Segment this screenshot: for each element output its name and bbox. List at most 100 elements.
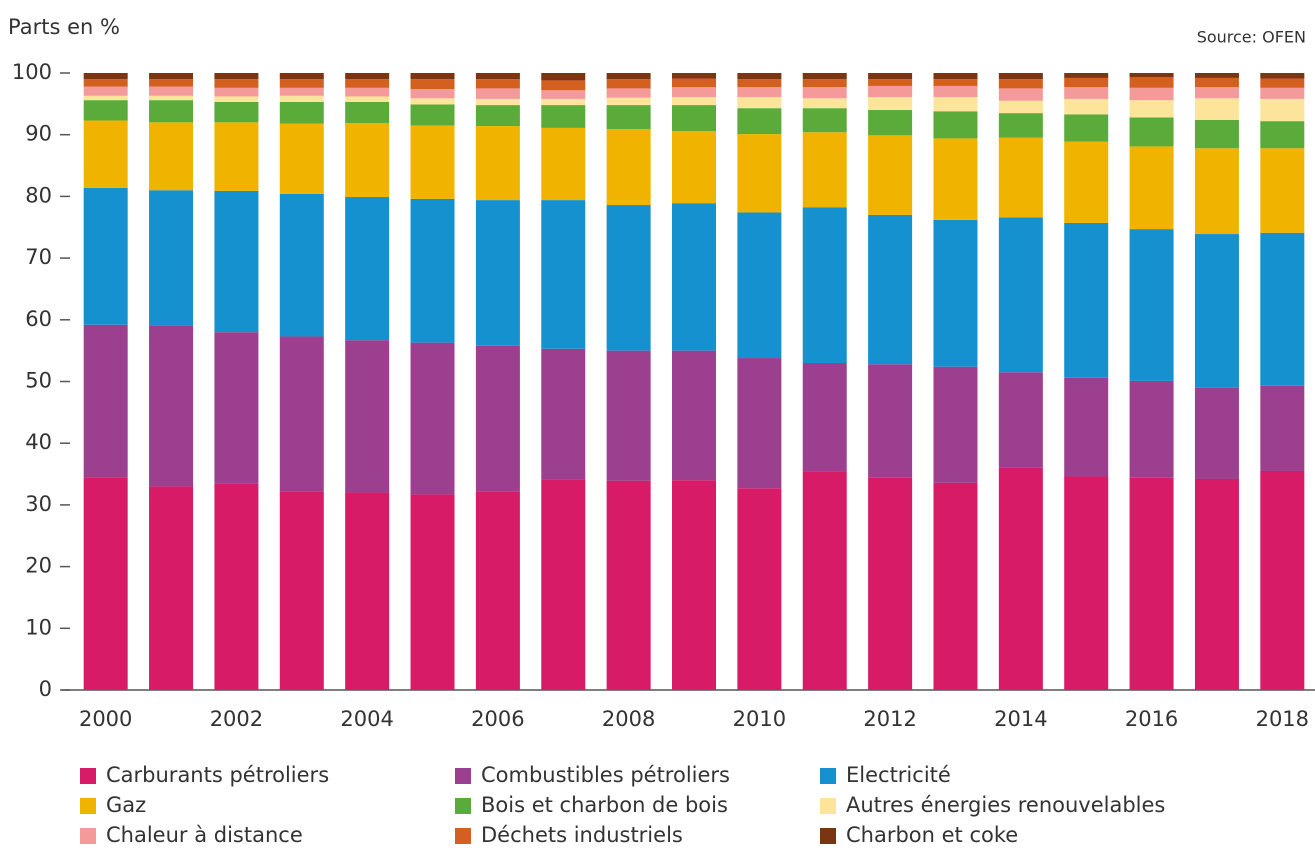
legend-swatch — [820, 828, 836, 844]
bar-segment — [410, 494, 455, 690]
bar-segment — [868, 214, 913, 365]
y-tick-label: 60 — [25, 307, 52, 331]
legend-label: Bois et charbon de bois — [481, 793, 728, 817]
bar-segment — [868, 135, 913, 215]
bar-segment — [802, 98, 847, 109]
y-tick-label: 80 — [25, 183, 52, 207]
bar-segment — [933, 85, 978, 98]
bar-segment — [933, 138, 978, 220]
bar-segment — [933, 111, 978, 139]
bar-segment — [998, 113, 1043, 138]
bar-segment — [606, 97, 651, 106]
bar-segment — [214, 79, 259, 88]
legend-swatch — [80, 768, 96, 784]
bar-segment — [606, 129, 651, 206]
bar-segment — [1260, 470, 1305, 690]
y-tick-label: 20 — [25, 554, 52, 578]
bar-segment — [737, 87, 782, 98]
bar-segment — [1194, 73, 1239, 78]
bar-segment — [475, 88, 520, 99]
bar-segment — [149, 73, 194, 80]
bar-segment — [475, 200, 520, 346]
bar-segment — [1129, 146, 1174, 230]
bar-segment — [1194, 87, 1239, 99]
bar-segment — [802, 132, 847, 208]
x-tick-label: 2010 — [733, 707, 786, 731]
bar-segment — [83, 120, 128, 188]
bar-segment — [1064, 377, 1109, 477]
bar-segment — [933, 73, 978, 80]
y-tick-label: 70 — [25, 245, 52, 269]
bar-segment — [868, 364, 913, 478]
bar-segment — [933, 79, 978, 86]
bar-segment — [1194, 478, 1239, 690]
bar-segment — [541, 80, 586, 91]
bar-segment — [998, 73, 1043, 80]
bar-segment — [541, 348, 586, 480]
x-tick-label: 2014 — [994, 707, 1047, 731]
bar-segment — [737, 79, 782, 88]
bar-segment — [475, 98, 520, 106]
bar-segment — [214, 190, 259, 333]
bar-segment — [672, 203, 716, 351]
bar-segment — [998, 467, 1043, 690]
bar-segment — [606, 79, 651, 89]
bar-segment — [345, 197, 390, 341]
bar-segment — [279, 101, 324, 124]
bar-segment — [606, 105, 651, 130]
bar-segment — [672, 87, 716, 98]
bar-segment — [868, 477, 913, 690]
bar-segment — [737, 108, 782, 135]
bar-segment — [149, 325, 194, 487]
bar-segment — [672, 130, 716, 204]
x-tick-label: 2008 — [602, 707, 655, 731]
legend-swatch — [80, 798, 96, 814]
y-tick-label: 100 — [12, 60, 52, 84]
y-tick-label: 10 — [25, 615, 52, 639]
bar-segment — [541, 200, 586, 349]
bar-segment — [83, 477, 128, 690]
legend-label: Combustibles pétroliers — [481, 763, 730, 787]
bar-segment — [410, 79, 455, 90]
bar-segment — [279, 193, 324, 337]
bar-segment — [214, 73, 259, 80]
bar-segment — [606, 73, 651, 80]
bar-segment — [998, 217, 1043, 373]
legend-label: Charbon et coke — [846, 823, 1018, 847]
bar-segment — [868, 110, 913, 136]
bar-segment — [737, 488, 782, 690]
bar-segment — [998, 79, 1043, 89]
y-tick-label: 30 — [25, 492, 52, 516]
bar-segment — [672, 350, 716, 481]
y-tick-label: 50 — [25, 369, 52, 393]
bar-segment — [672, 105, 716, 131]
bar-segment — [475, 79, 520, 89]
bar-segment — [345, 122, 390, 198]
bar-segment — [214, 332, 259, 484]
bar-segment — [737, 358, 782, 489]
legend-label: Déchets industriels — [481, 823, 683, 847]
bar-segment — [345, 96, 390, 102]
bar-segment — [345, 73, 390, 80]
bar-segment — [279, 491, 324, 690]
bar-segment — [279, 79, 324, 88]
bar-segment — [606, 88, 651, 98]
bar-segment — [1260, 73, 1305, 79]
bar-segment — [1260, 232, 1305, 386]
bar-segment — [410, 125, 455, 199]
bar-segment — [279, 87, 324, 96]
bar-segment — [1064, 77, 1109, 88]
bar-segment — [541, 90, 586, 99]
legend-label: Gaz — [106, 793, 146, 817]
bar-segment — [345, 101, 390, 123]
bar-segment — [410, 73, 455, 80]
bar-segment — [672, 480, 716, 690]
bar-segment — [1064, 222, 1109, 378]
bar-segment — [802, 79, 847, 88]
legend-swatch — [820, 768, 836, 784]
bar-segment — [345, 87, 390, 97]
x-tick-label: 2004 — [340, 707, 393, 731]
bar-segment — [1260, 78, 1305, 88]
legend-swatch — [820, 798, 836, 814]
